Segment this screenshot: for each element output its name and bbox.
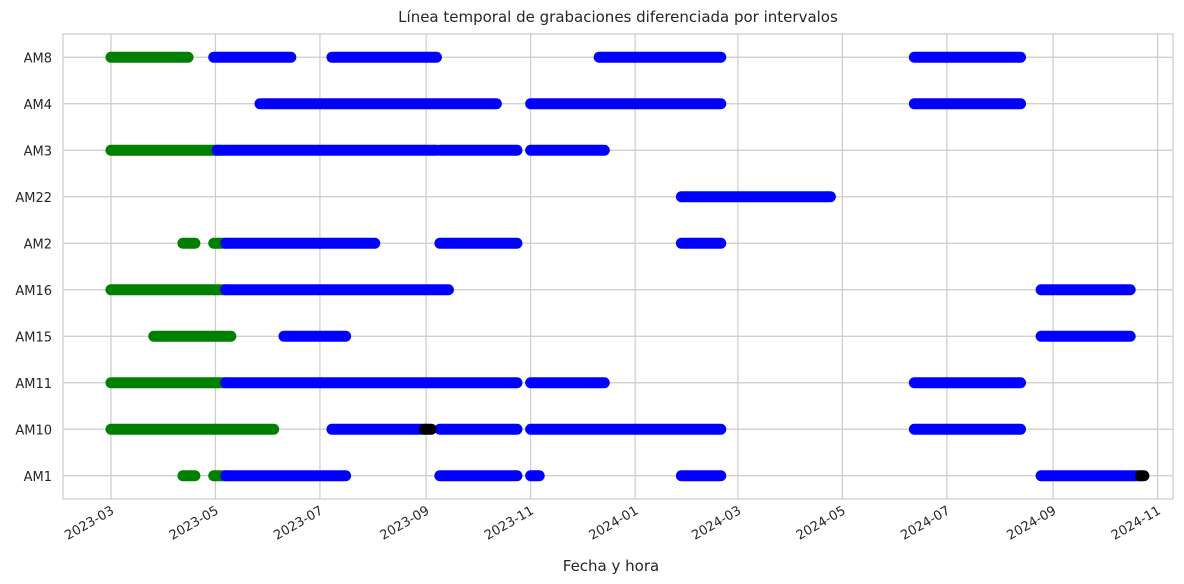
y-tick-label: AM4 [24,98,52,113]
chart-title: Línea temporal de grabaciones diferencia… [398,8,838,26]
y-tick-label: AM15 [15,330,52,345]
y-tick-label: AM10 [15,423,52,438]
series-1 [105,51,280,482]
y-tick-label: AM1 [24,470,52,485]
y-tick-label: AM8 [24,51,52,66]
x-axis-title: Fecha y hora [563,557,659,575]
y-tick-label: AM3 [24,144,52,159]
y-tick-label: AM22 [15,191,52,206]
y-tick-label: AM16 [15,284,52,299]
series-2 [208,51,1146,482]
y-tick-labels: AM1 AM10 AM11 AM15 AM16 AM2 AM22 AM3 AM4 AM8 [15,51,52,485]
plot-frame [62,33,1174,500]
y-tick-label: AM11 [15,377,52,392]
y-tick-label: AM2 [24,237,52,252]
data-points [105,51,1150,482]
series-3 [418,423,1150,482]
